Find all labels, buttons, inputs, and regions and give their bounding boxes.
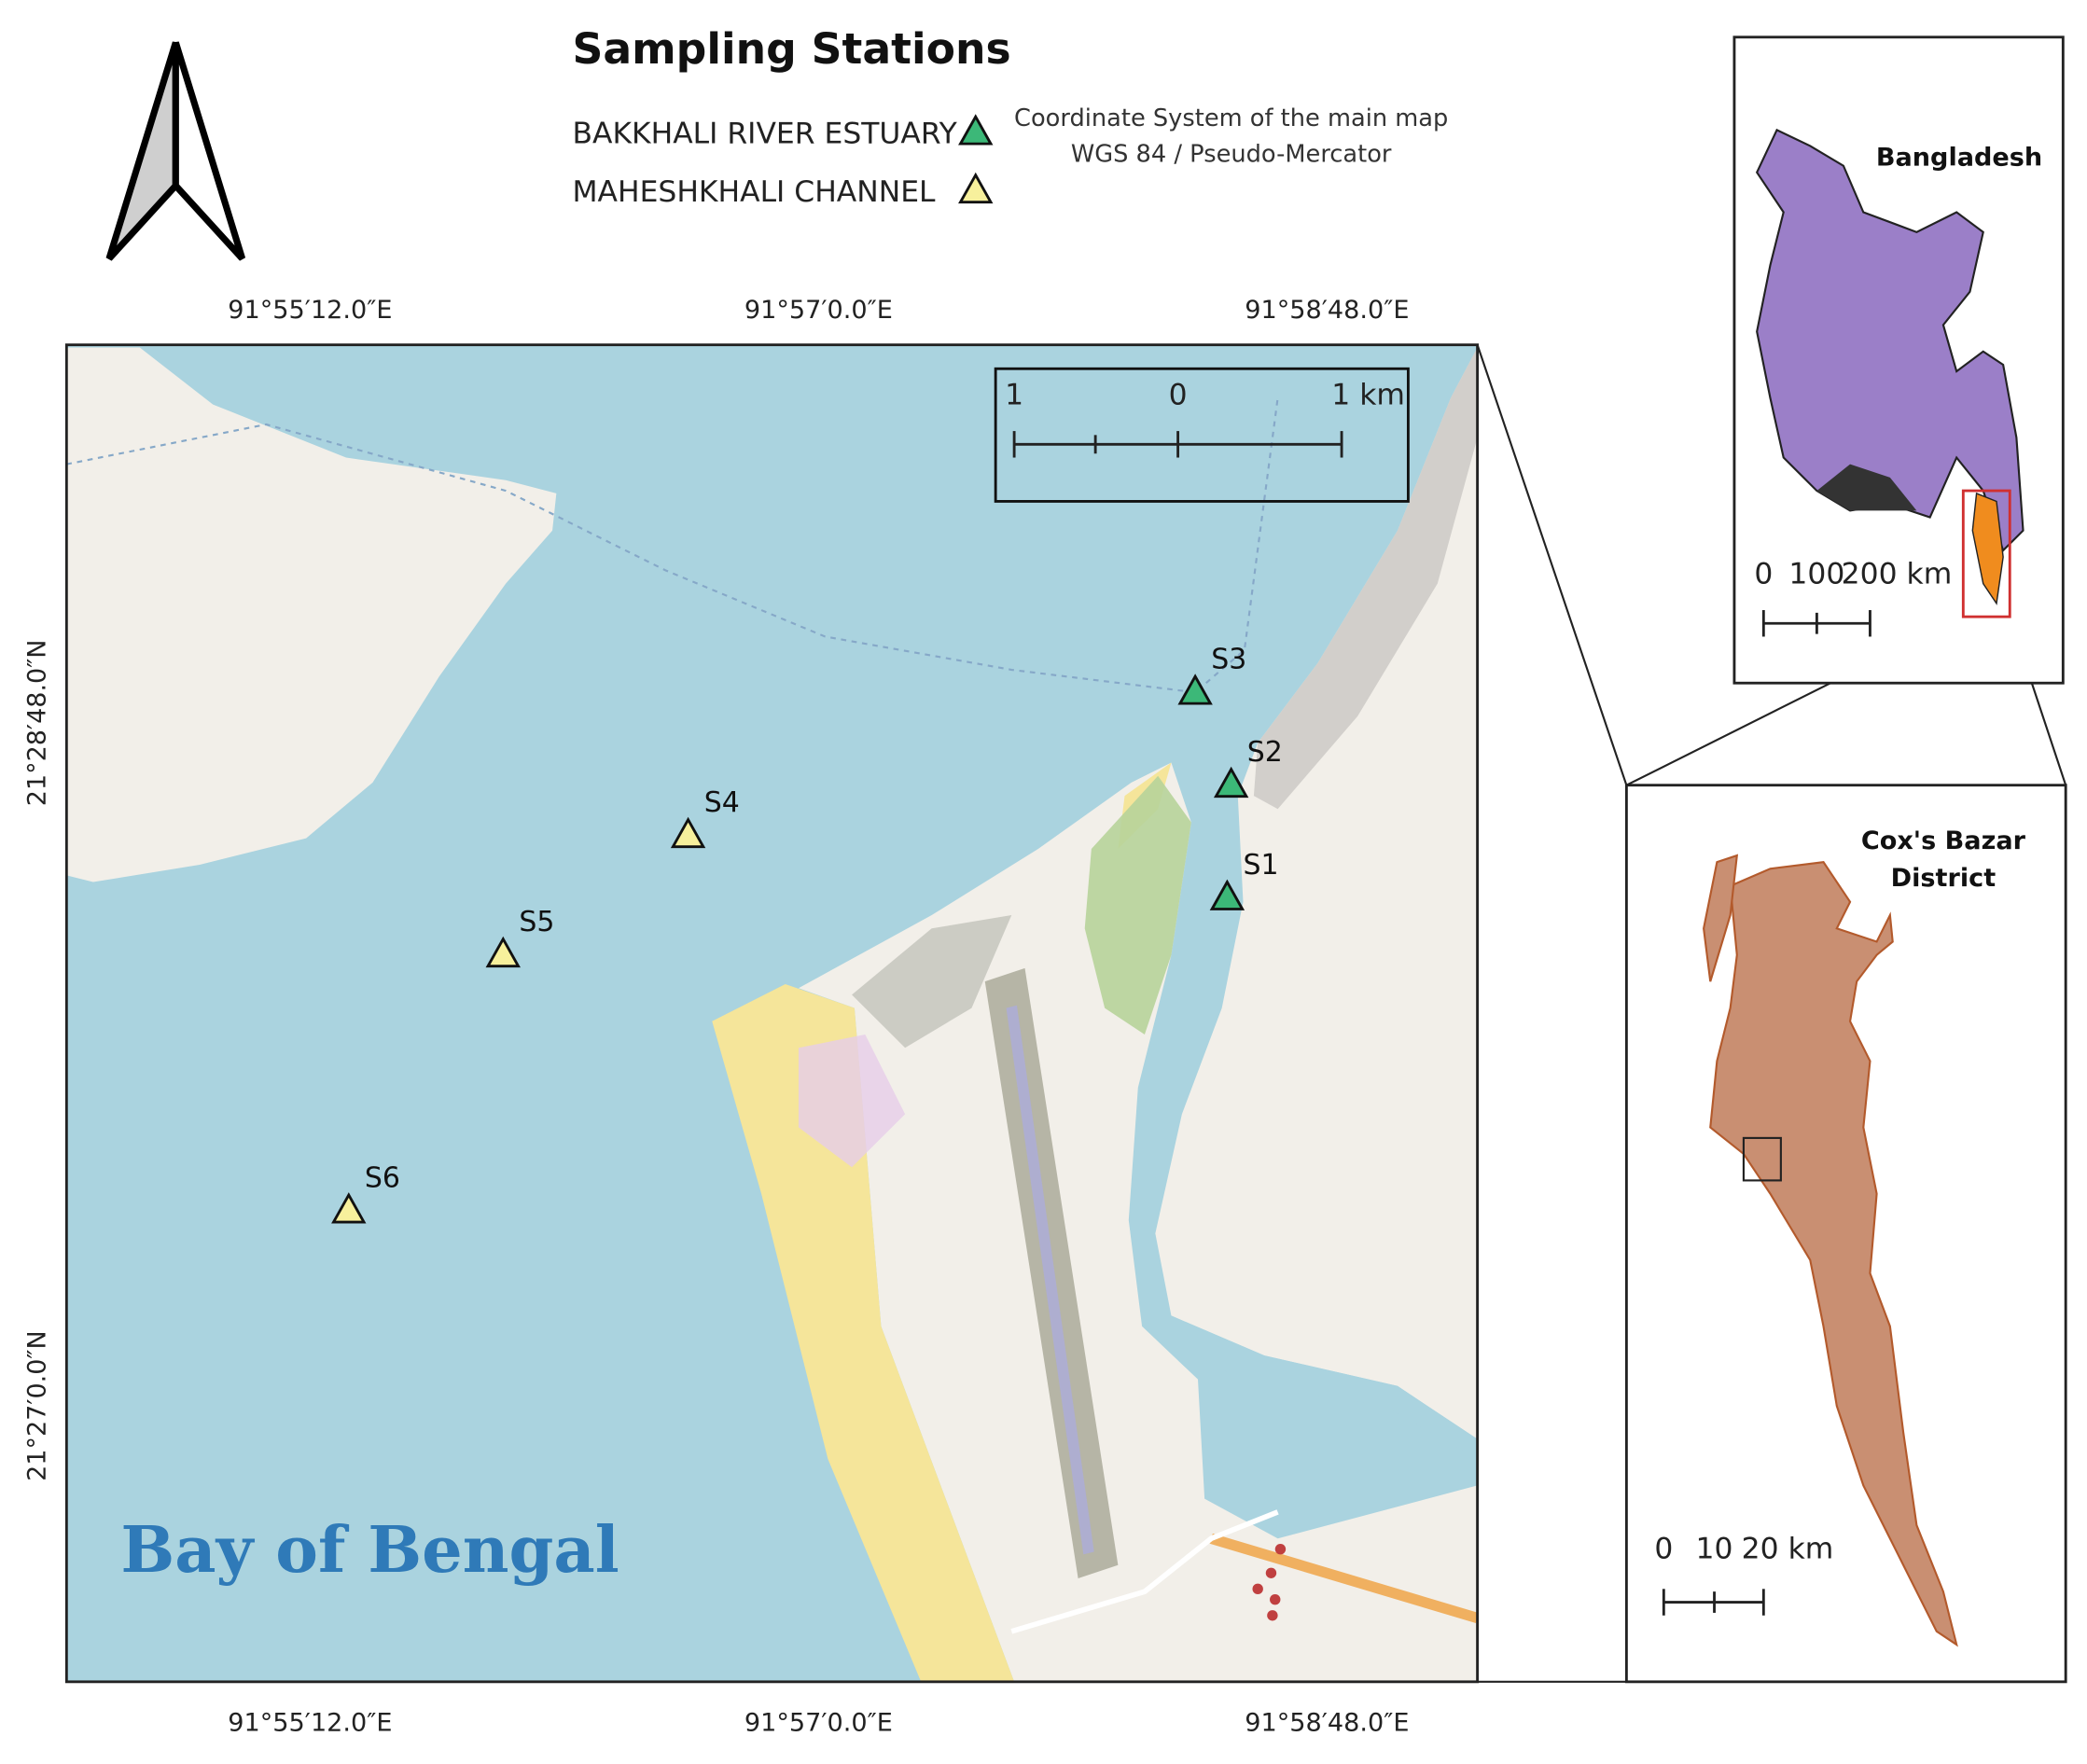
scale-label: 0 xyxy=(1754,558,1773,591)
station-marker xyxy=(331,1192,367,1224)
legend-symbol xyxy=(958,114,994,146)
crs-text: Coordinate System of the main map xyxy=(1014,104,1448,132)
scale-label: 20 km xyxy=(1742,1533,1834,1566)
station-marker xyxy=(1177,674,1213,705)
station-label: S6 xyxy=(365,1162,400,1195)
scale-label: 100 xyxy=(1788,558,1844,591)
station-label: S3 xyxy=(1211,644,1246,676)
crs-text: WGS 84 / Pseudo-Mercator xyxy=(1071,140,1392,168)
lon-label: 91°58′48.0″E xyxy=(1245,296,1409,325)
scale-label: 200 km xyxy=(1842,558,1953,591)
station-marker xyxy=(670,816,706,849)
legend-symbol xyxy=(958,172,994,204)
lon-label: 91°55′12.0″E xyxy=(228,296,392,325)
sea-label: Bay of Bengal xyxy=(120,1513,619,1588)
lon-label: 91°55′12.0″E xyxy=(228,1708,392,1737)
lat-label: 21°27′0.0″N xyxy=(22,1330,51,1481)
north-arrow xyxy=(105,41,246,261)
scale-label: 10 xyxy=(1696,1533,1733,1566)
legend-label: BAKKHALI RIVER ESTUARY xyxy=(572,118,957,151)
main-map xyxy=(64,343,1480,1684)
scale-label: 1 xyxy=(1005,379,1023,412)
lon-label: 91°58′48.0″E xyxy=(1245,1708,1409,1737)
station-label: S5 xyxy=(519,906,554,938)
inset-label: District xyxy=(1891,864,1997,893)
station-label: S4 xyxy=(704,786,740,819)
scale-label: 0 xyxy=(1169,379,1188,412)
scale-bar xyxy=(994,367,1410,503)
station-label: S1 xyxy=(1243,849,1278,882)
lat-label: 21°28′48.0″N xyxy=(22,640,51,807)
scale-label: 1 km xyxy=(1331,379,1405,412)
station-marker xyxy=(485,936,521,968)
inset-country xyxy=(1732,35,2065,685)
lon-label: 91°57′0.0″E xyxy=(744,296,893,325)
station-marker xyxy=(1209,879,1245,910)
legend-title: Sampling Stations xyxy=(572,24,1010,74)
scale-label: 0 xyxy=(1654,1533,1673,1566)
inset-label: Bangladesh xyxy=(1876,144,2042,173)
station-marker xyxy=(1213,766,1249,799)
inset-label: Cox's Bazar xyxy=(1861,826,2026,855)
inset-district xyxy=(1624,784,2067,1684)
station-label: S2 xyxy=(1247,736,1283,769)
lon-label: 91°57′0.0″E xyxy=(744,1708,893,1737)
legend-label: MAHESHKHALI CHANNEL xyxy=(572,175,936,209)
